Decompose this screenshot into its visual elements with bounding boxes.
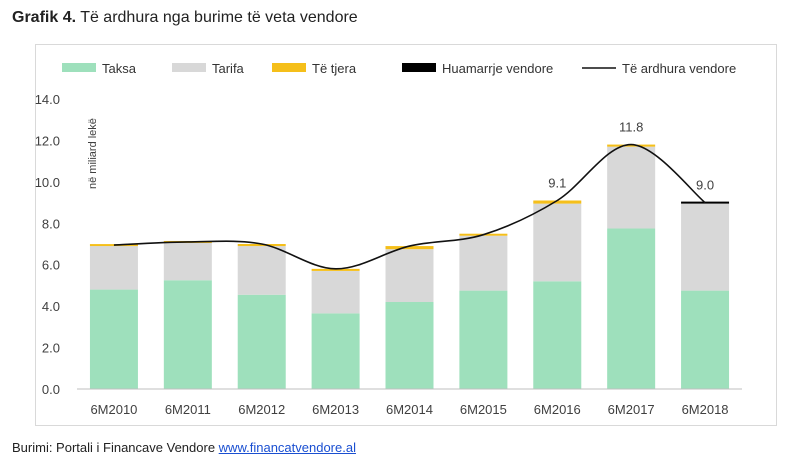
legend-label-te-ardhura-vendore: Të ardhura vendore xyxy=(622,61,736,76)
y-tick-label: 12.0 xyxy=(35,133,60,148)
x-axis: 6M2010 6M2011 6M2012 6M2013 6M2014 6M2015 6M20… xyxy=(77,388,742,417)
source-label: Burimi: Portali i Financave Vendore xyxy=(12,440,216,455)
y-tick-label: 8.0 xyxy=(42,216,60,231)
y-axis: 0.0 2.0 4.0 6.0 8.0 10.0 12.0 14.0 në miliard le… xyxy=(35,92,99,397)
legend-label-tarifa: Tarifa xyxy=(212,61,245,76)
legend: Taksa Tarifa Të tjera Huamarrje vendore Të a… xyxy=(62,61,736,76)
bar-taksa-6m2018 xyxy=(681,290,730,389)
bar-tarifa-6m2013 xyxy=(311,270,360,314)
bar-taksa-6m2014 xyxy=(385,302,434,389)
bar-taksa-6m2016 xyxy=(533,281,582,389)
bar-tarifa-6m2015 xyxy=(459,235,508,291)
x-tick-label-6m2018: 6M2018 xyxy=(682,402,729,417)
bar-te-tjera-6m2012 xyxy=(237,244,286,247)
y-tick-label: 6.0 xyxy=(42,258,60,273)
bar-te-tjera-6m2016 xyxy=(533,200,582,204)
bar-tarifa-6m2016 xyxy=(533,203,582,282)
chart-title-label: Grafik 4. xyxy=(12,9,77,26)
x-tick-label-6m2016: 6M2016 xyxy=(534,402,581,417)
y-axis-unit-label: në miliard lekë xyxy=(87,118,99,189)
bar-te-tjera-6m2014 xyxy=(385,246,434,250)
total-income-line xyxy=(113,143,706,270)
legend-swatch-huamarrje-vendore xyxy=(402,63,436,72)
data-label-6m2017: 11.8 xyxy=(619,120,643,135)
bar-te-tjera-6m2010 xyxy=(89,244,138,247)
chart-title-text: Të ardhura nga burime të veta vendore xyxy=(80,9,358,26)
legend-label-taksa: Taksa xyxy=(102,61,137,76)
legend-label-te-tjera: Të tjera xyxy=(312,61,357,76)
bar-tarifa-6m2010 xyxy=(89,246,138,290)
y-tick-label: 4.0 xyxy=(42,299,60,314)
legend-swatch-taksa xyxy=(62,63,96,72)
legend-swatch-te-tjera xyxy=(272,63,306,72)
y-tick-label: 14.0 xyxy=(35,92,60,107)
bar-te-tjera-6m2017 xyxy=(607,144,656,147)
legend-label-huamarrje-vendore: Huamarrje vendore xyxy=(442,61,553,76)
x-tick-label-6m2010: 6M2010 xyxy=(90,402,137,417)
x-tick-label-6m2014: 6M2014 xyxy=(386,402,433,417)
source-link[interactable]: www.financatvendore.al xyxy=(218,440,356,455)
bar-taksa-6m2011 xyxy=(163,280,212,389)
bar-taksa-6m2013 xyxy=(311,313,360,389)
y-tick-label: 0.0 xyxy=(42,382,60,397)
x-tick-label-6m2013: 6M2013 xyxy=(312,402,359,417)
data-labels: 9.1 11.8 9.0 xyxy=(548,120,714,193)
bar-tarifa-6m2011 xyxy=(163,242,212,281)
x-tick-label-6m2015: 6M2015 xyxy=(460,402,507,417)
bar-taksa-6m2015 xyxy=(459,290,508,389)
data-label-6m2018: 9.0 xyxy=(696,178,714,193)
y-tick-label: 10.0 xyxy=(35,175,60,190)
chart-title: Grafik 4. Të ardhura nga burime të veta … xyxy=(12,9,358,27)
x-tick-label-6m2017: 6M2017 xyxy=(608,402,655,417)
data-label-6m2016: 9.1 xyxy=(548,176,566,191)
x-tick-label-6m2011: 6M2011 xyxy=(165,402,211,417)
y-tick-label: 2.0 xyxy=(42,341,60,356)
bar-taksa-6m2017 xyxy=(607,228,656,389)
legend-swatch-tarifa xyxy=(172,63,206,72)
bar-tarifa-6m2014 xyxy=(385,249,434,302)
chart-frame xyxy=(35,44,777,426)
total-line-layer xyxy=(113,143,706,270)
bar-taksa-6m2012 xyxy=(237,294,286,389)
bar-te-tjera-6m2013 xyxy=(311,268,360,271)
bar-tarifa-6m2012 xyxy=(237,246,286,295)
x-tick-label-6m2012: 6M2012 xyxy=(238,402,285,417)
bar-tarifa-6m2017 xyxy=(607,146,656,229)
bars xyxy=(89,144,730,389)
bar-tarifa-6m2018 xyxy=(681,203,730,291)
bar-taksa-6m2010 xyxy=(89,289,138,389)
bar-huamarrje-vendore-6m2018 xyxy=(681,201,730,204)
source-note: Burimi: Portali i Financave Vendore www.… xyxy=(12,440,356,455)
